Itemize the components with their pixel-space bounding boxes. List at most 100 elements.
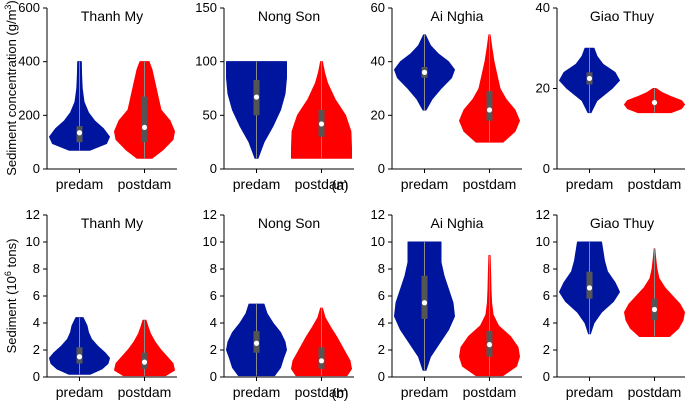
y-tick-label: 2 (210, 342, 217, 357)
y-tick-label: 40 (536, 0, 550, 15)
y-tick-label: 0 (378, 161, 385, 176)
median-marker-predam (586, 75, 593, 82)
y-tick-label: 0 (33, 369, 40, 384)
x-tick-label-predam: predam (566, 176, 613, 192)
y-tick-label: 2 (543, 342, 550, 357)
chart-panel-2: 0 20 40 60 Ai Nghia predam postdam (371, 0, 522, 192)
y-tick-label: 6 (33, 288, 40, 303)
median-marker-predam (586, 285, 593, 291)
y-tick-label: 0 (543, 161, 550, 176)
chart-panel-3: 0 20 40 Giao Thuy predam postdam (536, 0, 685, 192)
chart-panel-1: 0 50 100 150 Nong Son predam postdam (195, 0, 354, 192)
panel-tag-b: (b) (331, 385, 348, 401)
median-marker-predam (76, 354, 83, 360)
y-tick-label: 12 (371, 207, 385, 222)
panel-title: Ai Nghia (431, 215, 484, 231)
panel-title: Giao Thuy (590, 8, 654, 24)
x-tick-label-postdam: postdam (295, 176, 349, 192)
y-tick-label: 2 (33, 342, 40, 357)
median-marker-predam (76, 130, 83, 136)
box-predam (421, 275, 428, 319)
box-postdam (318, 347, 325, 369)
y-tick-label: 50 (203, 107, 217, 122)
x-tick-label-predam: predam (233, 384, 280, 400)
y-tick-label: 0 (210, 369, 217, 384)
box-postdam (486, 91, 493, 121)
panel-title: Nong Son (258, 8, 320, 24)
y-tick-label: 60 (371, 0, 385, 15)
y-tick-label: 4 (33, 315, 40, 330)
panel-title: Thanh My (81, 8, 143, 24)
y-tick-label: 6 (543, 288, 550, 303)
chart-panel-5: 0 2 4 6 8 10 12 Nong Son predam postdam (203, 207, 354, 400)
median-marker-postdam (318, 121, 325, 127)
chart-panel-0: 0 200 400 600 Thanh My predam postdam (18, 0, 177, 192)
y-tick-label: 20 (371, 107, 385, 122)
chart-panel-4: 0 2 4 6 8 10 12 Thanh My predam postdam (26, 207, 177, 400)
y-tick-label: 12 (203, 207, 217, 222)
panel-title: Thanh My (81, 215, 143, 231)
y-tick-label: 400 (18, 54, 40, 69)
y-tick-label: 0 (378, 369, 385, 384)
median-marker-predam (253, 94, 260, 100)
median-marker-postdam (651, 306, 658, 313)
x-tick-label-postdam: postdam (628, 384, 682, 400)
x-tick-label-postdam: postdam (118, 384, 172, 400)
x-tick-label-predam: predam (56, 384, 103, 400)
y-tick-label: 150 (195, 0, 217, 15)
y-tick-label: 200 (18, 107, 40, 122)
median-marker-predam (421, 300, 428, 306)
y-tick-label: 4 (210, 315, 217, 330)
x-tick-label-postdam: postdam (118, 176, 172, 192)
y-tick-label: 2 (378, 342, 385, 357)
y-tick-label: 10 (536, 234, 550, 249)
box-postdam (141, 96, 148, 143)
panel-title: Nong Son (258, 215, 320, 231)
median-marker-postdam (141, 359, 148, 365)
y-tick-label: 6 (378, 288, 385, 303)
panel-title: Ai Nghia (431, 8, 484, 24)
y-tick-label: 0 (33, 161, 40, 176)
x-tick-label-postdam: postdam (295, 384, 349, 400)
x-tick-label-postdam: postdam (463, 384, 517, 400)
y-tick-label: 10 (203, 234, 217, 249)
panel-tag-a: (a) (331, 177, 348, 193)
x-tick-label-predam: predam (56, 176, 103, 192)
x-tick-label-predam: predam (233, 176, 280, 192)
y-tick-label: 10 (26, 234, 40, 249)
median-marker-predam (253, 340, 260, 346)
median-marker-postdam (486, 342, 493, 348)
y-tick-label: 8 (210, 261, 217, 276)
x-tick-label-postdam: postdam (628, 176, 682, 192)
y-tick-label: 40 (371, 54, 385, 69)
y-tick-label: 8 (543, 261, 550, 276)
y-tick-label: 8 (378, 261, 385, 276)
median-marker-predam (421, 69, 428, 75)
median-marker-postdam (486, 107, 493, 113)
y-tick-label: 0 (543, 369, 550, 384)
median-marker-postdam (141, 124, 148, 131)
y-tick-label: 4 (378, 315, 385, 330)
x-tick-label-postdam: postdam (463, 176, 517, 192)
y-tick-label: 4 (543, 315, 550, 330)
x-tick-label-predam: predam (401, 176, 448, 192)
x-tick-label-predam: predam (566, 384, 613, 400)
median-marker-postdam (318, 358, 325, 364)
y-tick-label: 8 (33, 261, 40, 276)
x-tick-label-predam: predam (401, 384, 448, 400)
y-axis-label-concentration: Sediment concentration (g/m3) (3, 0, 19, 176)
y-tick-label: 0 (210, 161, 217, 176)
chart-panel-6: 0 2 4 6 8 10 12 Ai Nghia predam postdam (371, 207, 522, 400)
y-tick-label: 600 (18, 0, 40, 15)
median-marker-postdam (651, 99, 658, 106)
y-tick-label: 10 (371, 234, 385, 249)
y-axis-label-sediment: Sediment (106 tons) (3, 239, 19, 354)
y-tick-label: 6 (210, 288, 217, 303)
y-tick-label: 12 (536, 207, 550, 222)
panel-title: Giao Thuy (590, 215, 654, 231)
y-tick-label: 20 (536, 81, 550, 96)
y-tick-label: 12 (26, 207, 40, 222)
y-tick-label: 100 (195, 54, 217, 69)
